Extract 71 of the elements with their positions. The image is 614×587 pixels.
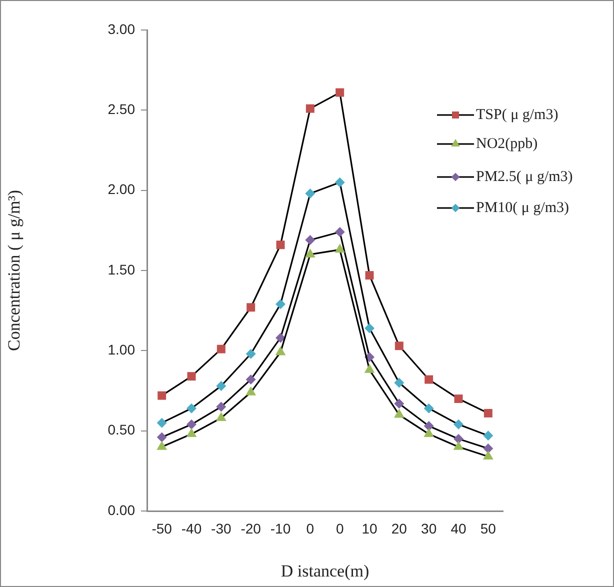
- point: [246, 348, 256, 359]
- point: [484, 408, 492, 418]
- x-tick-label: 20: [391, 520, 408, 536]
- point: [186, 419, 196, 430]
- point: [424, 421, 434, 432]
- y-tick-label: 2.50: [108, 101, 136, 118]
- point: [394, 342, 404, 350]
- y-tick-label: 0.00: [108, 502, 136, 518]
- point: [483, 443, 494, 454]
- x-tick-label: 50: [480, 520, 496, 536]
- y-tick-label: 2.00: [108, 181, 136, 198]
- point: [334, 244, 346, 253]
- point: [306, 104, 314, 113]
- x-tick-label: -50: [152, 520, 172, 536]
- x-tick-label: -20: [240, 520, 262, 536]
- y-tick-label: 3.00: [108, 20, 136, 37]
- point: [275, 346, 286, 356]
- point: [364, 323, 374, 334]
- point: [216, 344, 226, 354]
- point: [364, 364, 375, 373]
- y-tick-label: 1.50: [108, 261, 136, 278]
- y-axis-title: Concentration ( μ g/m³): [4, 190, 24, 352]
- point: [365, 271, 374, 280]
- point: [216, 412, 226, 422]
- point: [246, 303, 256, 312]
- point: [424, 428, 434, 438]
- point: [156, 432, 167, 442]
- point: [454, 394, 463, 404]
- point: [156, 418, 167, 428]
- point: [305, 188, 316, 199]
- y-tick-label: 1.00: [108, 342, 136, 358]
- legend-label: TSP( μ g/m3): [476, 106, 558, 123]
- point: [246, 386, 256, 396]
- point: [156, 440, 168, 450]
- point: [483, 430, 494, 441]
- x-tick-label: -30: [211, 520, 232, 536]
- point: [186, 428, 197, 438]
- point: [454, 419, 464, 430]
- point: [424, 403, 434, 414]
- point: [276, 332, 286, 343]
- point: [424, 375, 434, 384]
- legend-label: NO2(ppb): [476, 136, 538, 152]
- x-tick-label: -10: [270, 520, 291, 536]
- point: [453, 440, 464, 450]
- point: [336, 88, 344, 97]
- point: [394, 378, 404, 388]
- point: [276, 240, 285, 250]
- point: [246, 374, 256, 385]
- x-tick-label: 10: [362, 520, 378, 536]
- point: [334, 177, 345, 188]
- point: [305, 235, 316, 246]
- x-tick-label: 30: [421, 520, 437, 536]
- x-tick-label: 40: [450, 520, 466, 536]
- point: [334, 227, 345, 238]
- y-tick-label: 0.50: [108, 422, 136, 438]
- point: [158, 391, 166, 400]
- point: [394, 398, 404, 409]
- x-tick-label: 0: [336, 520, 344, 536]
- point: [186, 403, 196, 414]
- point: [187, 372, 196, 381]
- point: [454, 434, 464, 444]
- point: [394, 408, 404, 418]
- point: [216, 402, 226, 412]
- point: [276, 299, 286, 310]
- x-tick-label: 0: [306, 520, 314, 536]
- legend-label: PM2.5( μ g/m3): [476, 168, 573, 185]
- x-axis-title: D istance(m): [280, 561, 370, 580]
- point: [482, 450, 494, 460]
- x-tick-label: -40: [181, 520, 202, 536]
- legend-label: PM10( μ g/m3): [476, 200, 570, 216]
- point: [216, 380, 226, 391]
